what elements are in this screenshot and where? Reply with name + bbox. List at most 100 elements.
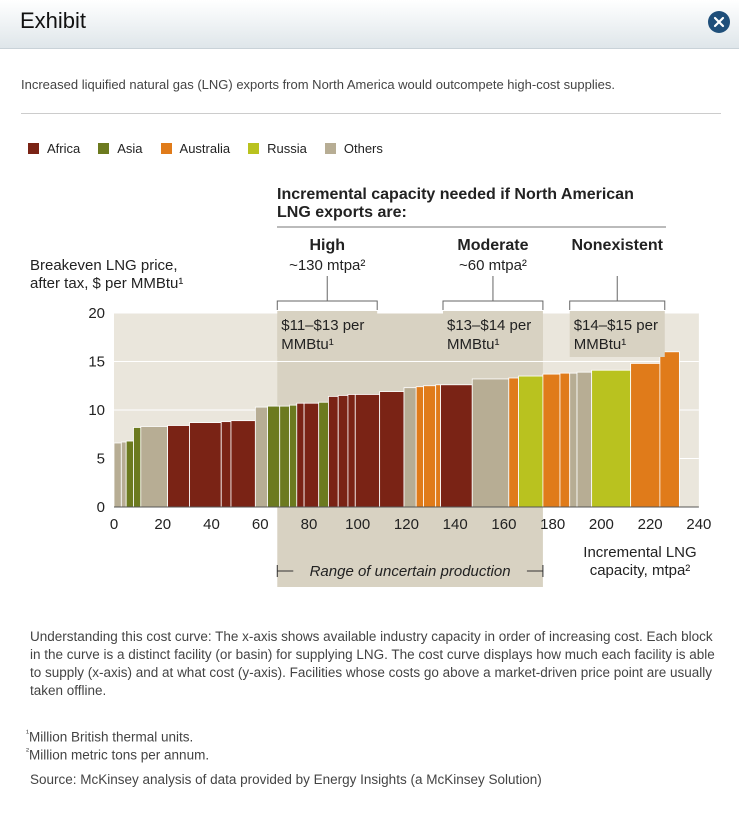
cost-curve-block [267, 405, 281, 508]
legend-item-australia: Australia [160, 140, 231, 156]
scenario-name: Moderate [457, 237, 528, 254]
cost-curve-block [354, 394, 381, 508]
scenario-header: LNG exports are: [277, 204, 407, 221]
y-axis-title: after tax, $ per MMBtu¹ [30, 275, 183, 292]
x-tick-label: 100 [345, 516, 370, 533]
legend-item-africa: Africa [28, 141, 80, 156]
cost-curve-block [337, 395, 349, 508]
legend-label: Asia [117, 140, 143, 156]
cost-curve-block [569, 372, 578, 508]
x-tick-label: 160 [491, 516, 516, 533]
footnote-marker: ¹ [26, 728, 29, 738]
legend-item-asia: Asia [98, 140, 143, 156]
legend-swatch [160, 142, 172, 154]
cost-curve-block [471, 378, 510, 508]
footnote-marker: ² [26, 746, 29, 756]
x-tick-label: 120 [394, 516, 419, 533]
x-tick-label: 60 [252, 516, 269, 533]
legend-label: Africa [47, 140, 81, 156]
cost-curve-block [403, 387, 417, 508]
y-tick-label: 5 [97, 451, 105, 468]
cost-curve-chart: 0 20 40 60 80 100 120 140 160 180 200 220 240 0 5 10 15 2… [30, 186, 711, 587]
source-note: Source: McKinsey analysis of data provid… [30, 772, 542, 787]
chart-description: Understanding this cost curve: The x-axi… [30, 629, 715, 698]
cost-curve-block [189, 422, 222, 508]
cost-curve-block [279, 405, 290, 508]
cost-curve-block [576, 371, 593, 508]
cost-curve-block [542, 373, 561, 508]
legend-item-others: Others [324, 140, 383, 156]
cost-curve-block [379, 391, 405, 508]
cost-curve-block [435, 384, 441, 508]
cost-curve-block [659, 351, 680, 508]
cost-curve-block [167, 425, 190, 508]
cost-curve-block [113, 442, 122, 508]
scenario-price-label: MMBtu¹ [574, 336, 627, 353]
x-tick-label: 220 [638, 516, 663, 533]
y-tick-label: 15 [88, 354, 105, 371]
cost-curve-block [347, 394, 356, 508]
x-tick-label: 80 [301, 516, 318, 533]
cost-curve-block [220, 421, 232, 508]
cost-curve-block [440, 384, 473, 508]
scenario-name: Nonexistent [571, 237, 663, 254]
legend-label: Others [343, 140, 383, 156]
x-tick-label: 200 [589, 516, 614, 533]
legend-label: Australia [179, 140, 231, 156]
exhibit-header: Exhibit [0, 0, 739, 49]
divider [21, 113, 721, 114]
legend-swatch [248, 142, 260, 154]
scenario-amount: ~130 mtpa² [289, 257, 365, 274]
cost-curve-block [518, 375, 544, 508]
cost-curve-block [120, 441, 127, 508]
cost-curve-block [140, 426, 169, 508]
cost-curve-block [289, 404, 298, 508]
cost-curve-block [591, 369, 632, 508]
legend-item-russia: Russia [248, 141, 307, 156]
cost-curve-block [296, 402, 305, 508]
exhibit-subtitle: Increased liquified natural gas (LNG) ex… [21, 77, 615, 92]
legend-label: Russia [267, 140, 307, 156]
x-tick-label: 40 [203, 516, 220, 533]
legend-swatch [98, 142, 110, 154]
scenario-amount: ~60 mtpa² [459, 257, 527, 274]
close-button[interactable] [708, 11, 730, 33]
scenario-price-label: MMBtu¹ [447, 336, 500, 353]
footnote-text: Million metric tons per annum. [29, 747, 210, 763]
cost-curve-block [328, 396, 339, 508]
x-tick-label: 180 [540, 516, 565, 533]
uncertain-range-label: Range of uncertain production [310, 563, 511, 580]
cost-curve-block [508, 377, 519, 508]
y-tick-label: 10 [88, 402, 105, 419]
scenario-bracket [569, 276, 666, 310]
x-axis-title: Incremental LNG [583, 544, 696, 561]
cost-curve-block [303, 402, 320, 508]
y-axis-title: Breakeven LNG price, [30, 257, 178, 274]
legend-swatch [324, 142, 336, 154]
exhibit-title: Exhibit [20, 8, 87, 33]
scenario-price-label: MMBtu¹ [281, 336, 334, 353]
footnote-1: ¹Million British thermal units. [26, 728, 193, 745]
cost-curve-block [230, 420, 256, 508]
cost-curve-block [630, 363, 661, 508]
footnote-2: ²Million metric tons per annum. [26, 746, 209, 763]
scenario-bracket [442, 276, 544, 310]
scenario-price-label: $13–$14 per [447, 317, 531, 334]
cost-curve-block [133, 427, 142, 508]
x-tick-label: 240 [686, 516, 711, 533]
scenario-price-label: $14–$15 per [574, 317, 658, 334]
scenario-price-label: $11–$13 per [281, 317, 364, 334]
legend-swatch [28, 142, 39, 154]
scenario-header: Incremental capacity needed if North Ame… [277, 186, 634, 203]
scenario-price-box [569, 311, 665, 357]
scenario-name: High [309, 237, 345, 254]
close-icon [713, 16, 725, 28]
y-tick-label: 0 [97, 499, 105, 516]
x-tick-label: 0 [110, 516, 118, 533]
scenario-price-box [442, 311, 543, 357]
cost-curve-block [423, 385, 437, 508]
x-tick-label: 140 [443, 516, 468, 533]
cost-curve-block [254, 406, 268, 508]
cost-curve-block [415, 386, 424, 508]
cost-curve-block [125, 440, 134, 508]
